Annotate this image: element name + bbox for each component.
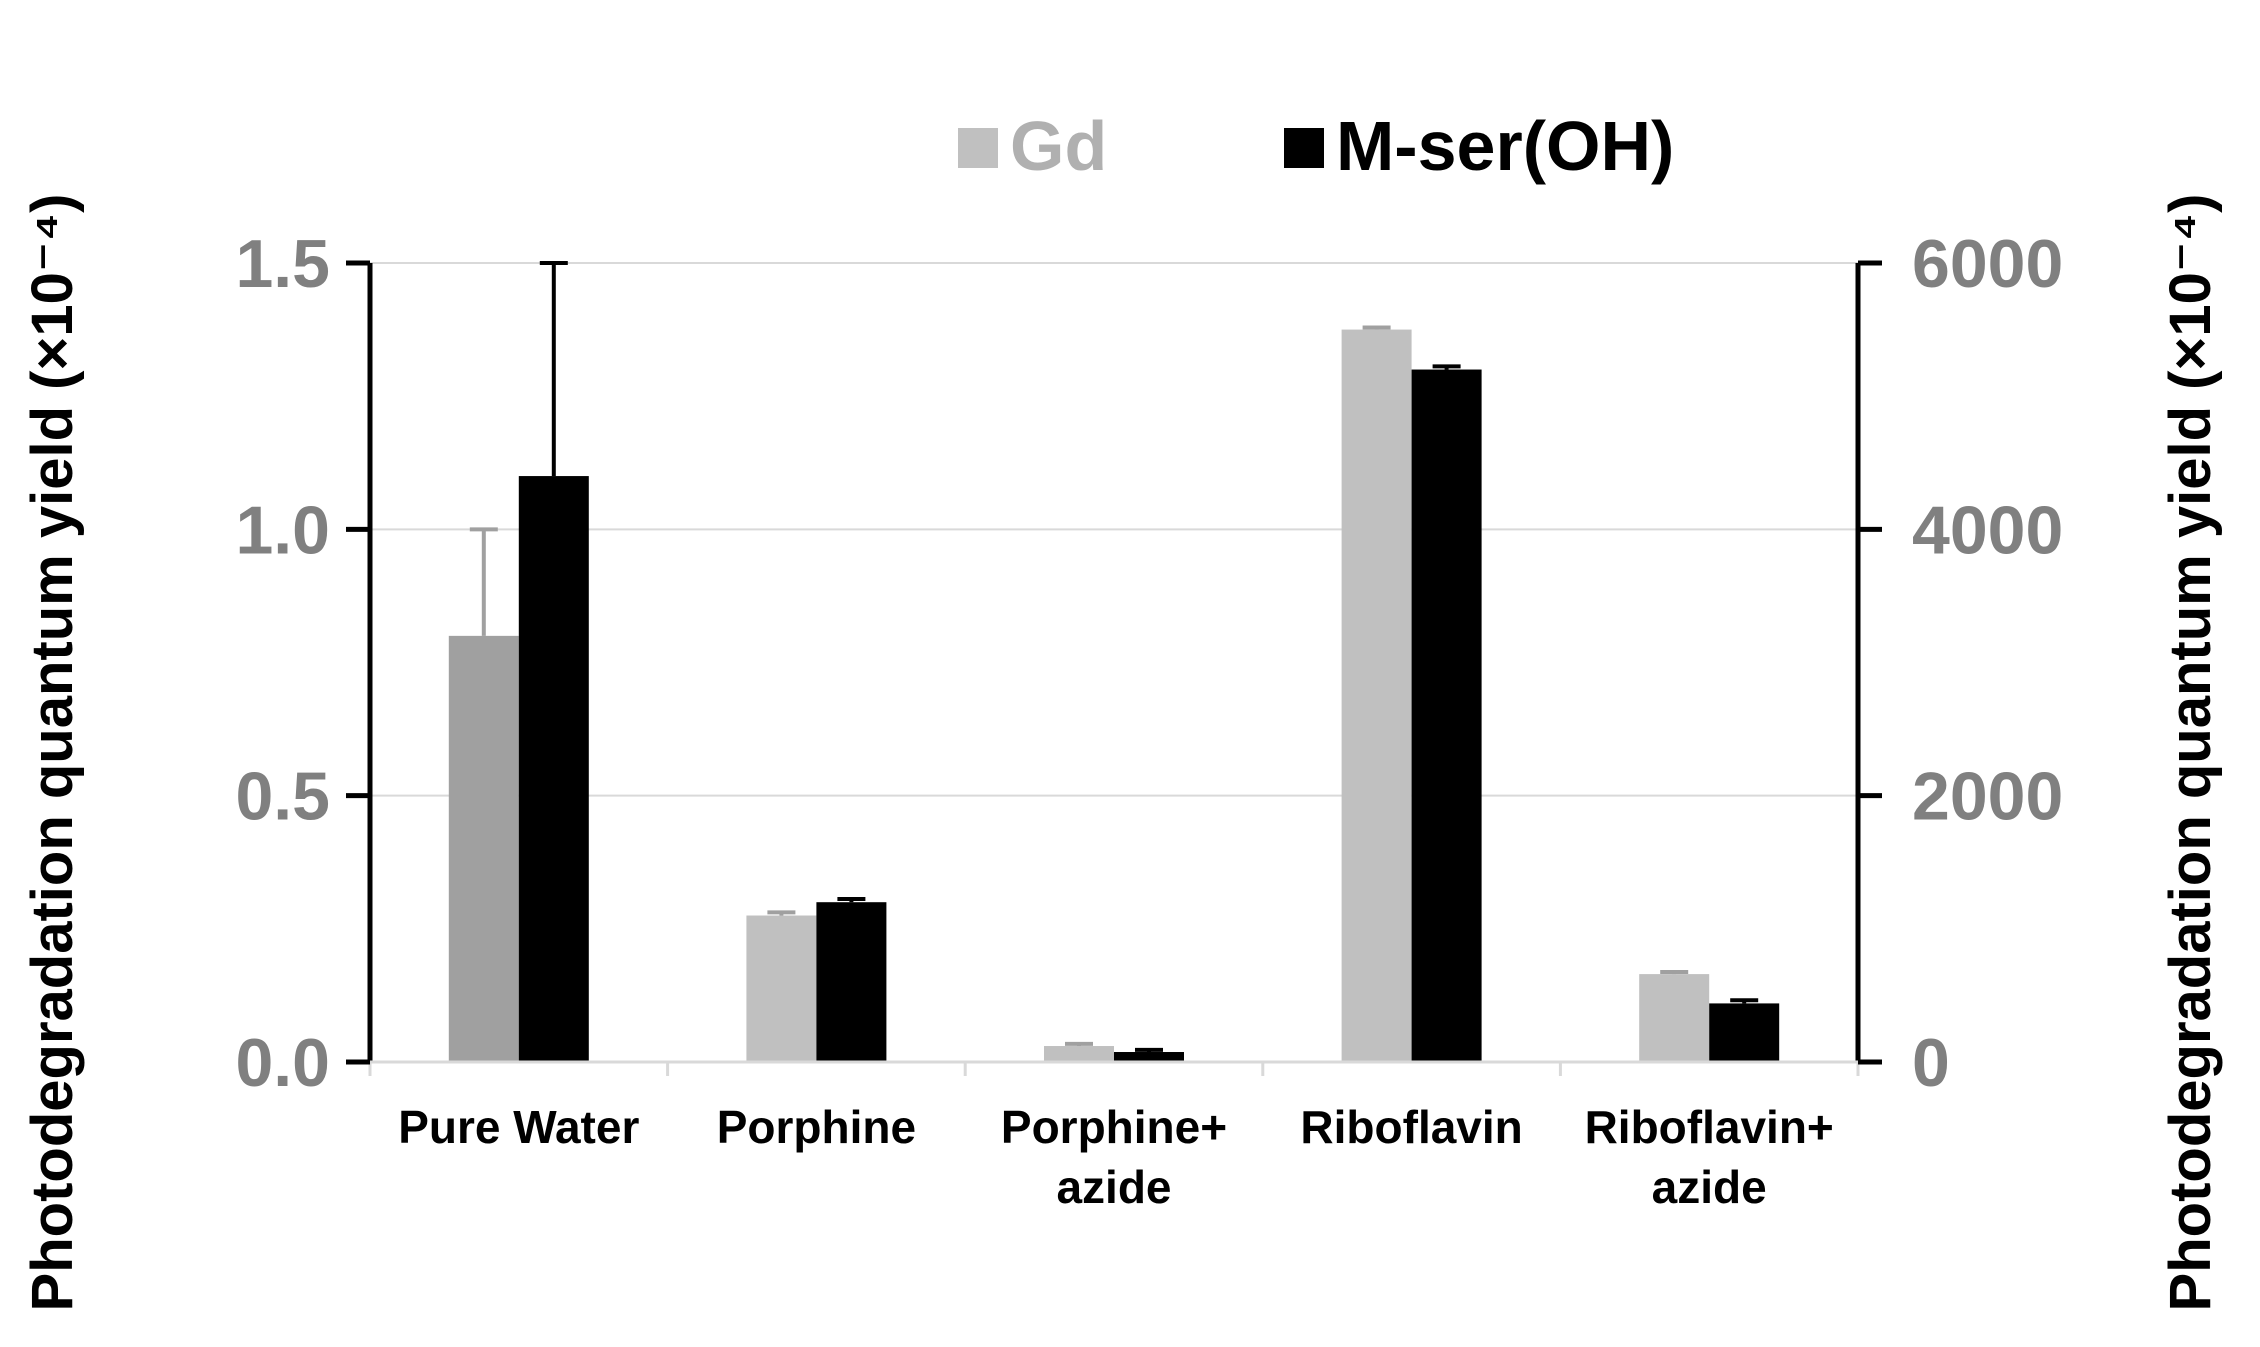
y-tick-label-right: 6000 xyxy=(1912,226,2063,302)
axes xyxy=(346,260,1882,1076)
gridlines xyxy=(370,262,1858,797)
legend-swatch-gd xyxy=(958,128,998,168)
bar-gd xyxy=(1044,1046,1114,1062)
bar-mser xyxy=(1411,369,1482,1062)
error-bars xyxy=(469,261,1759,1053)
y-axis-title-left: Photodegradation quantum yield (×10⁻⁴) xyxy=(20,194,85,1312)
y-tick-label-left: 1.5 xyxy=(235,226,330,302)
legend-swatch-mser xyxy=(1284,128,1324,168)
y-tick-label-right: 4000 xyxy=(1912,492,2063,568)
y-tick-label-right: 0 xyxy=(1912,1025,1950,1101)
bar-mser xyxy=(1114,1052,1184,1062)
bar-gd xyxy=(448,635,519,1062)
y-tick-label-left: 0.0 xyxy=(235,1025,330,1101)
bar-mser xyxy=(518,476,589,1063)
bar-gd xyxy=(1639,974,1710,1062)
x-tick-label: azide xyxy=(1056,1161,1171,1213)
x-tick-label: Porphine xyxy=(717,1101,916,1153)
x-tick-label: Riboflavin+ xyxy=(1585,1101,1834,1153)
y-tick-label-left: 0.5 xyxy=(235,759,330,835)
legend-label-gd: Gd xyxy=(1010,107,1107,185)
x-tick-label: azide xyxy=(1652,1161,1767,1213)
x-tick-label: Porphine+ xyxy=(1001,1101,1227,1153)
x-tick-label: Pure Water xyxy=(398,1101,639,1153)
y-tick-label-right: 2000 xyxy=(1912,759,2063,835)
y-tick-label-left: 1.0 xyxy=(235,492,330,568)
x-tick-label: Riboflavin xyxy=(1300,1101,1522,1153)
bar-gd xyxy=(746,915,817,1062)
legend: Gd M-ser(OH) xyxy=(958,107,1674,185)
bar-mser xyxy=(1709,1003,1780,1062)
labels: Pure Water Porphine Porphine+ azide Riboflav… xyxy=(20,194,2223,1312)
legend-label-mser: M-ser(OH) xyxy=(1336,107,1674,185)
bar-mser xyxy=(816,902,887,1062)
bar-gd xyxy=(1341,329,1412,1062)
bars xyxy=(448,329,1780,1063)
y-axis-title-right: Photodegradation quantum yield (×10⁻⁴) xyxy=(2158,194,2223,1312)
